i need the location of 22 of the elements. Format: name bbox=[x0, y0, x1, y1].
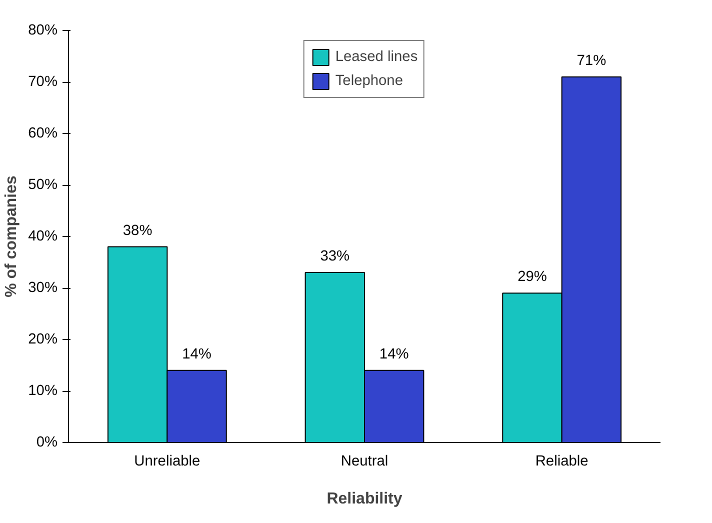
legend-label: Telephone bbox=[335, 73, 403, 89]
x-tick-label: Unreliable bbox=[134, 454, 200, 470]
y-tick-label: 50% bbox=[28, 177, 58, 193]
x-tick-label: Neutral bbox=[340, 454, 388, 470]
y-axis-title: % of companies bbox=[3, 175, 20, 298]
data-label: 29% bbox=[518, 269, 547, 286]
data-label: 14% bbox=[182, 346, 212, 362]
data-label: 71% bbox=[576, 52, 606, 69]
y-tick-label: 60% bbox=[28, 126, 58, 142]
x-axis-title: Reliability bbox=[326, 490, 402, 508]
y-tick-label: 20% bbox=[28, 332, 58, 348]
y-tick-label: 40% bbox=[28, 228, 58, 244]
y-tick-label: 0% bbox=[36, 434, 58, 450]
data-label: 38% bbox=[122, 222, 152, 239]
y-tick-label: 10% bbox=[28, 383, 58, 399]
y-tick-label: 70% bbox=[28, 74, 58, 90]
legend-label: Leased lines bbox=[335, 49, 418, 65]
x-tick-label: Reliable bbox=[535, 454, 588, 470]
y-tick-label: 80% bbox=[28, 22, 58, 38]
data-label: 33% bbox=[320, 248, 350, 265]
data-label: 14% bbox=[379, 346, 409, 362]
y-tick-label: 30% bbox=[28, 280, 58, 296]
